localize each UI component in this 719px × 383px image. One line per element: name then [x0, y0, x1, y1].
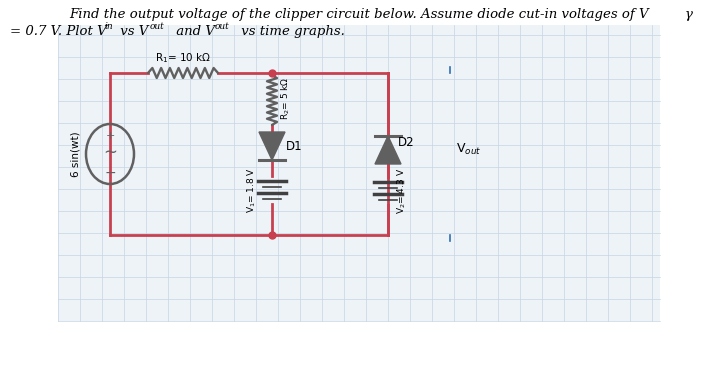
Bar	[58, 25, 660, 321]
Text: in: in	[105, 22, 114, 31]
Polygon shape	[375, 136, 401, 164]
Text: D1: D1	[286, 139, 303, 152]
Text: −: −	[104, 166, 116, 180]
Text: vs V: vs V	[116, 25, 148, 38]
Text: R$_1$= 10 k$\Omega$: R$_1$= 10 k$\Omega$	[155, 51, 211, 65]
Text: D2: D2	[398, 136, 415, 149]
Text: +: +	[105, 131, 115, 141]
Polygon shape	[259, 132, 285, 160]
Text: out: out	[215, 22, 230, 31]
Text: R$_2$= 5 k$\Omega$: R$_2$= 5 k$\Omega$	[280, 76, 293, 119]
Text: ∼: ∼	[103, 143, 117, 161]
Text: V$_2$= 4.3 V: V$_2$= 4.3 V	[396, 168, 408, 214]
Text: vs time graphs.: vs time graphs.	[237, 25, 345, 38]
Text: and V: and V	[172, 25, 215, 38]
Text: γ: γ	[685, 8, 693, 21]
Text: Find the output voltage of the clipper circuit below. Assume diode cut-in voltag: Find the output voltage of the clipper c…	[69, 8, 649, 21]
Text: V$_1$= 1.8 V: V$_1$= 1.8 V	[246, 167, 258, 213]
Text: out: out	[150, 22, 165, 31]
Text: = 0.7 V. Plot V: = 0.7 V. Plot V	[10, 25, 106, 38]
Text: 6 sin(wt): 6 sin(wt)	[71, 131, 81, 177]
Text: V$_{out}$: V$_{out}$	[456, 141, 481, 157]
